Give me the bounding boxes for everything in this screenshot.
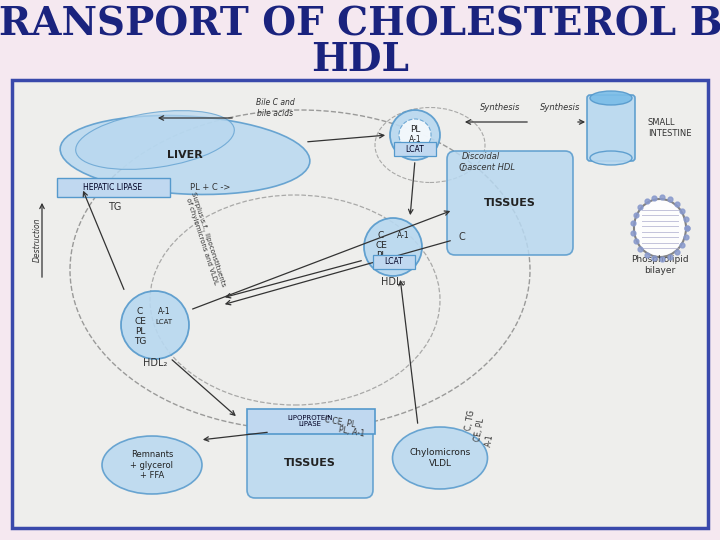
Text: Bile C and
bile acids: Bile C and bile acids — [256, 98, 294, 118]
Text: LCAT: LCAT — [156, 319, 173, 325]
Text: Surplus s.f., lipoconstituents
of chylomicrons and VLDL: Surplus s.f., lipoconstituents of chylom… — [184, 191, 227, 289]
Text: C CE, PL: C CE, PL — [324, 415, 356, 429]
Text: TG: TG — [134, 336, 146, 346]
Text: CE: CE — [134, 316, 146, 326]
Ellipse shape — [102, 436, 202, 494]
FancyBboxPatch shape — [247, 427, 373, 498]
Text: A-1: A-1 — [409, 136, 421, 145]
Text: Synthesis: Synthesis — [480, 104, 520, 112]
Text: PL, A-1: PL, A-1 — [338, 426, 366, 438]
Ellipse shape — [121, 291, 189, 359]
Text: CE: CE — [375, 241, 387, 251]
Text: C: C — [459, 232, 465, 242]
Ellipse shape — [60, 116, 310, 194]
FancyBboxPatch shape — [394, 142, 436, 156]
Ellipse shape — [392, 427, 487, 489]
Text: LIPOPROTEIN
LIPASE: LIPOPROTEIN LIPASE — [287, 415, 333, 428]
Text: HDL: HDL — [311, 41, 409, 79]
Text: C: C — [459, 163, 465, 173]
Text: LIVER: LIVER — [167, 150, 203, 160]
Text: PL: PL — [410, 125, 420, 134]
Ellipse shape — [399, 119, 431, 151]
FancyBboxPatch shape — [246, 408, 374, 434]
Text: C: C — [137, 307, 143, 315]
Text: Discoidal
nascent HDL: Discoidal nascent HDL — [462, 152, 515, 172]
FancyBboxPatch shape — [587, 95, 635, 161]
Text: CE, PL: CE, PL — [474, 417, 487, 442]
Text: HEPATIC LIPASE: HEPATIC LIPASE — [84, 183, 143, 192]
Text: A-1: A-1 — [158, 307, 171, 315]
FancyBboxPatch shape — [447, 151, 573, 255]
Ellipse shape — [590, 91, 632, 105]
FancyBboxPatch shape — [12, 80, 708, 528]
Ellipse shape — [364, 218, 422, 276]
FancyBboxPatch shape — [373, 255, 415, 269]
Text: LCAT: LCAT — [405, 145, 424, 153]
Text: HDL₃: HDL₃ — [381, 277, 405, 287]
Ellipse shape — [634, 199, 686, 257]
Text: PL: PL — [376, 252, 386, 260]
Text: TISSUES: TISSUES — [284, 458, 336, 468]
Text: TISSUES: TISSUES — [484, 198, 536, 208]
Text: Phospholipid
bilayer: Phospholipid bilayer — [631, 255, 689, 275]
Text: PL + C ->: PL + C -> — [190, 184, 230, 192]
Ellipse shape — [76, 111, 234, 170]
Text: Destruction: Destruction — [32, 218, 42, 262]
Text: Synthesis: Synthesis — [540, 104, 580, 112]
Text: Chylomicrons
VLDL: Chylomicrons VLDL — [410, 448, 471, 468]
Ellipse shape — [590, 151, 632, 165]
Text: SMALL
INTESTINE: SMALL INTESTINE — [648, 118, 691, 138]
Text: A-1: A-1 — [485, 433, 495, 447]
Text: TG: TG — [108, 202, 122, 212]
FancyBboxPatch shape — [56, 178, 169, 197]
Text: LCAT: LCAT — [384, 258, 403, 267]
Ellipse shape — [390, 110, 440, 160]
Text: HDL₂: HDL₂ — [143, 358, 167, 368]
Text: PL: PL — [135, 327, 145, 335]
Text: C: C — [378, 232, 384, 240]
Text: TRANSPORT OF CHOLESTEROL BY: TRANSPORT OF CHOLESTEROL BY — [0, 6, 720, 44]
Text: C, TG: C, TG — [464, 409, 476, 431]
Text: Remnants
+ glycerol
+ FFA: Remnants + glycerol + FFA — [130, 450, 174, 480]
Text: A-1: A-1 — [397, 232, 409, 240]
